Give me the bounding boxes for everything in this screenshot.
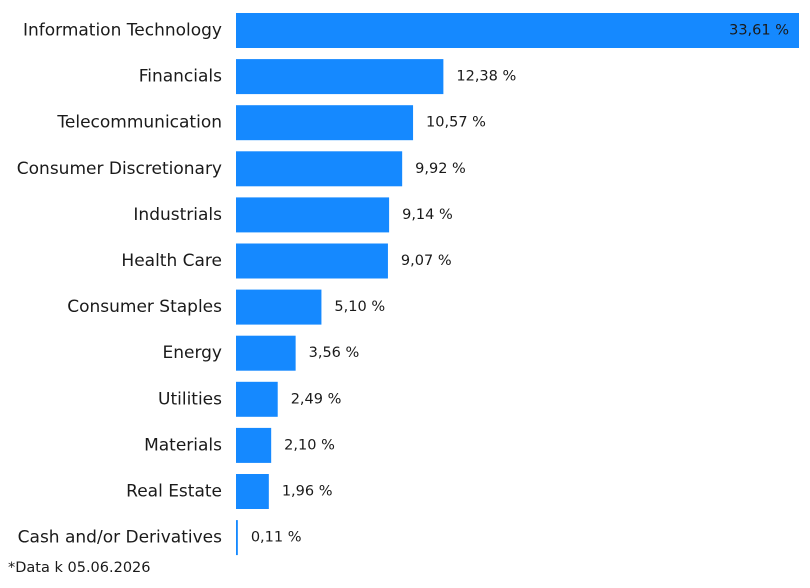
value-label: 3,56 % bbox=[309, 345, 360, 361]
value-label: 0,11 % bbox=[251, 530, 302, 546]
category-label: Consumer Staples bbox=[67, 297, 222, 317]
value-label: 2,49 % bbox=[291, 391, 342, 407]
bar-energy bbox=[236, 335, 296, 371]
value-label: 9,14 % bbox=[402, 207, 453, 223]
value-label: 9,07 % bbox=[401, 253, 452, 269]
bar-materials bbox=[236, 427, 272, 463]
category-label: Materials bbox=[144, 435, 222, 455]
category-label: Utilities bbox=[158, 389, 222, 409]
bar-consumer-discretionary bbox=[236, 151, 403, 187]
value-label: 1,96 % bbox=[282, 484, 333, 500]
category-label: Telecommunication bbox=[56, 113, 222, 133]
value-label: 10,57 % bbox=[426, 115, 486, 131]
bar-real-estate bbox=[236, 474, 269, 509]
category-label: Real Estate bbox=[126, 482, 222, 502]
category-label: Cash and/or Derivatives bbox=[18, 528, 222, 548]
category-label: Consumer Discretionary bbox=[17, 159, 222, 179]
value-label: 2,10 % bbox=[284, 437, 335, 453]
bar-cash-and-or-derivatives bbox=[236, 520, 238, 556]
value-label: 33,61 % bbox=[729, 23, 789, 39]
value-label: 5,10 % bbox=[334, 299, 385, 315]
bar-utilities bbox=[236, 381, 278, 417]
footnote: *Data k 05.06.2026 bbox=[8, 560, 151, 576]
category-label: Energy bbox=[162, 343, 222, 363]
bar-information-technology bbox=[236, 13, 799, 48]
bar-telecommunication bbox=[236, 105, 414, 141]
category-label: Industrials bbox=[133, 205, 222, 225]
value-label: 9,92 % bbox=[415, 161, 466, 177]
category-label: Information Technology bbox=[23, 21, 222, 41]
bar-financials bbox=[236, 59, 444, 95]
bar-health-care bbox=[236, 243, 388, 279]
category-label: Health Care bbox=[121, 251, 222, 271]
value-label: 12,38 % bbox=[456, 69, 516, 85]
category-label: Financials bbox=[139, 67, 222, 87]
bar-consumer-staples bbox=[236, 289, 322, 325]
bar-industrials bbox=[236, 197, 390, 233]
